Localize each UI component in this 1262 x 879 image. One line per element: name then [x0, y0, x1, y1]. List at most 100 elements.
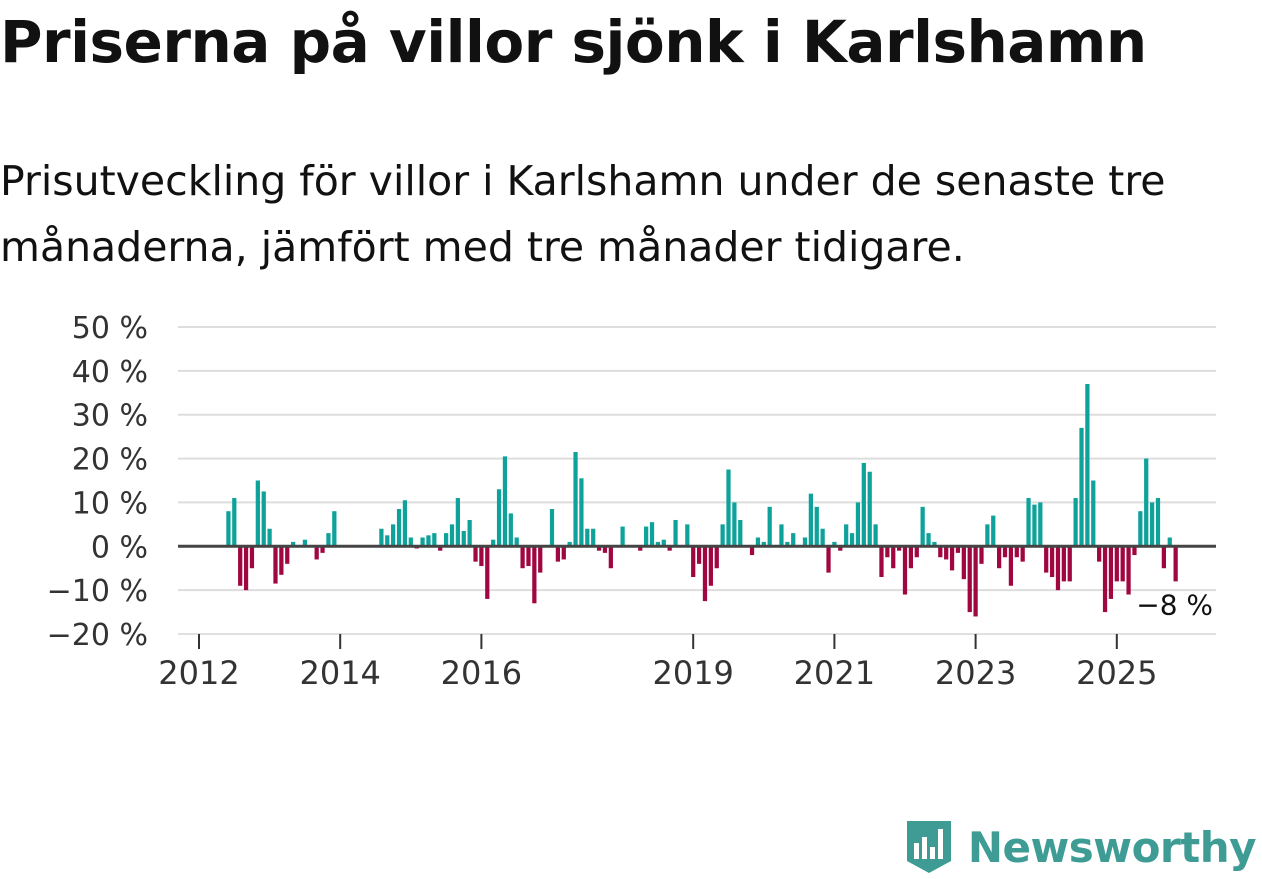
bar: [473, 546, 478, 562]
bar: [261, 491, 266, 547]
bar: [1126, 546, 1131, 595]
bar: [691, 546, 696, 577]
bar: [1026, 498, 1031, 547]
bar: [1055, 546, 1061, 591]
bar: [667, 546, 672, 551]
bar: [1014, 546, 1019, 558]
bar: [1173, 546, 1178, 582]
bar: [1138, 511, 1143, 547]
x-tick-label: 2019: [652, 654, 733, 692]
bar: [926, 533, 931, 547]
bar: [914, 546, 919, 558]
bar: [732, 502, 737, 547]
bar: [555, 546, 561, 562]
bar: [897, 546, 902, 551]
y-tick-label: 10 %: [72, 486, 148, 521]
bar: [238, 546, 243, 586]
bar: [720, 524, 725, 547]
bar: [402, 500, 408, 547]
x-tick-label: 2021: [794, 654, 875, 692]
bar: [520, 546, 525, 569]
x-tick-label: 2025: [1076, 654, 1157, 692]
bar: [673, 519, 678, 547]
bar: [655, 541, 661, 547]
bar: [443, 533, 449, 547]
bar: [949, 546, 955, 571]
y-tick-label: 0 %: [91, 530, 148, 565]
bar: [255, 480, 260, 547]
bar: [820, 528, 825, 547]
bar: [785, 541, 790, 547]
bar: [1002, 546, 1008, 558]
bar: [879, 546, 884, 577]
bar: [961, 546, 966, 580]
bar: [814, 506, 819, 547]
bar: [232, 498, 237, 547]
bar: [708, 546, 713, 586]
bar: [755, 537, 761, 547]
bar: [808, 493, 813, 547]
bar: [532, 546, 537, 604]
bar: [596, 546, 602, 551]
bar: [967, 546, 972, 613]
bar: [638, 546, 643, 551]
y-axis-ticks: 50 % 40 % 30 % 20 % 10 % 0 % −10 % −20 %: [47, 311, 148, 653]
bar: [973, 546, 978, 617]
bar: [855, 502, 861, 547]
bar: [1114, 546, 1119, 582]
bar: [849, 533, 855, 547]
chart-gridlines: [178, 326, 1216, 635]
bar: [1049, 546, 1055, 577]
bar: [279, 546, 284, 575]
bar: [485, 546, 490, 599]
bar: [573, 451, 578, 547]
bar: [602, 546, 608, 553]
bar: [508, 513, 513, 547]
bar: [391, 524, 396, 547]
bar: [861, 462, 866, 547]
bar: [314, 546, 319, 560]
bar: [385, 535, 390, 547]
bar: [243, 546, 249, 591]
bar: [502, 456, 508, 547]
bar: [579, 478, 584, 547]
bar: [767, 506, 772, 547]
brand-name: Newsworthy: [967, 822, 1257, 872]
bar: [432, 533, 437, 547]
bar: [802, 537, 808, 547]
bar: [1120, 546, 1125, 582]
bar: [561, 546, 566, 560]
bar: [908, 546, 914, 569]
page-title: Priserna på villor sjönk i Karlshamn: [0, 8, 1147, 76]
bar: [702, 546, 708, 602]
brand-logo: Newsworthy: [904, 819, 1257, 875]
bar: [408, 537, 413, 547]
bar: [267, 528, 272, 547]
page-subtitle: Prisutveckling för villor i Karlshamn un…: [0, 157, 1166, 271]
bar: [1073, 498, 1078, 547]
bar: [291, 541, 296, 547]
bar: [738, 519, 743, 547]
last-value-label: −8 %: [1136, 588, 1213, 621]
bar: [1038, 502, 1043, 547]
bar: [608, 546, 613, 569]
bar: [761, 541, 766, 547]
bar: [526, 546, 531, 567]
bar: [944, 546, 949, 560]
bar: [1144, 458, 1149, 547]
bar: [496, 489, 502, 547]
bar: [326, 533, 331, 547]
bar: [226, 511, 231, 547]
bar: [779, 524, 784, 547]
bar: [649, 522, 655, 547]
bar: [902, 546, 908, 595]
bar: [479, 546, 484, 567]
bar: [1097, 546, 1102, 562]
bar: [685, 524, 690, 547]
x-tick-label: 2012: [158, 654, 239, 692]
bar: [696, 546, 702, 564]
bar: [1032, 504, 1037, 547]
bar: [826, 546, 831, 573]
bar: [449, 524, 455, 547]
bar: [379, 528, 384, 547]
